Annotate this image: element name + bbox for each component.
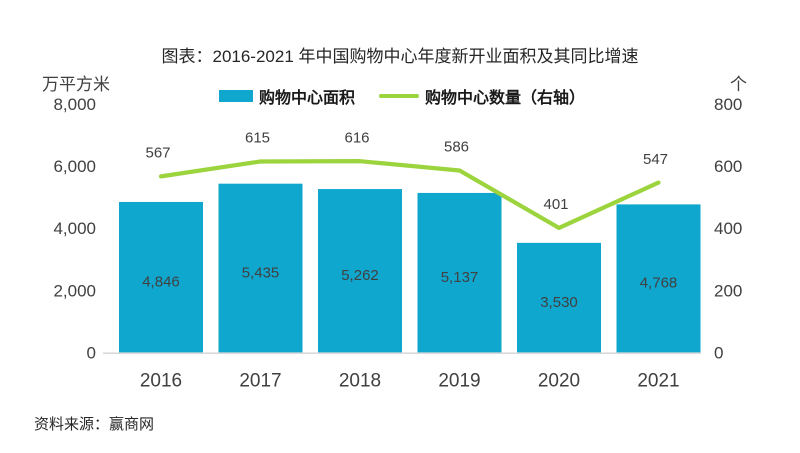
bar-value-label: 4,768 <box>640 275 678 292</box>
line-point-label: 547 <box>643 151 668 168</box>
bar-value-label: 5,137 <box>441 269 479 286</box>
bar-value-label: 3,530 <box>540 294 578 311</box>
bar-value-label: 5,262 <box>341 267 379 284</box>
line-point-label: 615 <box>245 130 270 147</box>
x-axis-label: 2020 <box>538 371 580 392</box>
left-axis-tick: 6,000 <box>53 157 96 176</box>
left-axis-tick: 8,000 <box>53 95 96 114</box>
source-note: 资料来源：赢商网 <box>34 416 155 433</box>
x-axis-label: 2021 <box>637 371 679 392</box>
left-axis-tick: 2,000 <box>53 281 96 300</box>
bar-2018 <box>318 189 402 353</box>
bar-2019 <box>417 192 502 353</box>
right-axis-tick: 400 <box>714 219 742 238</box>
line-series-label: 购物中心数量（右轴） <box>425 90 586 107</box>
x-axis-label: 2016 <box>140 371 182 392</box>
x-axis-label: 2019 <box>438 371 480 392</box>
bar-2017 <box>218 183 303 353</box>
bar-2021 <box>616 204 701 353</box>
right-axis-tick: 800 <box>714 95 742 114</box>
bar-series-label: 购物中心面积 <box>259 90 356 107</box>
legend: 购物中心面积 购物中心数量（右轴） <box>219 85 585 107</box>
x-axis-label: 2017 <box>239 371 281 392</box>
line-point-label: 586 <box>444 139 469 156</box>
bar-value-label: 5,435 <box>242 264 280 281</box>
line-point-label: 616 <box>344 129 369 146</box>
line-point-label: 401 <box>543 196 568 213</box>
chart-title: 图表：2016-2021 年中国购物中心年度新开业面积及其同比增速 <box>161 47 639 66</box>
trend-line <box>158 159 661 231</box>
x-axis-label: 2018 <box>339 371 381 392</box>
line-series-swatch <box>379 94 420 98</box>
bar-2016 <box>119 201 203 353</box>
right-axis-unit: 个 <box>730 75 747 94</box>
line-point-label: 567 <box>145 145 170 162</box>
bar-series-swatch <box>219 90 253 102</box>
bar-value-label: 4,846 <box>142 273 180 290</box>
right-axis-tick: 0 <box>714 343 723 362</box>
right-axis-tick: 600 <box>714 157 742 176</box>
left-axis-tick: 0 <box>87 343 96 362</box>
bar-2020 <box>517 242 601 353</box>
left-axis-tick: 4,000 <box>53 219 96 238</box>
left-axis-unit: 万平方米 <box>42 75 110 94</box>
right-axis-tick: 200 <box>714 281 742 300</box>
